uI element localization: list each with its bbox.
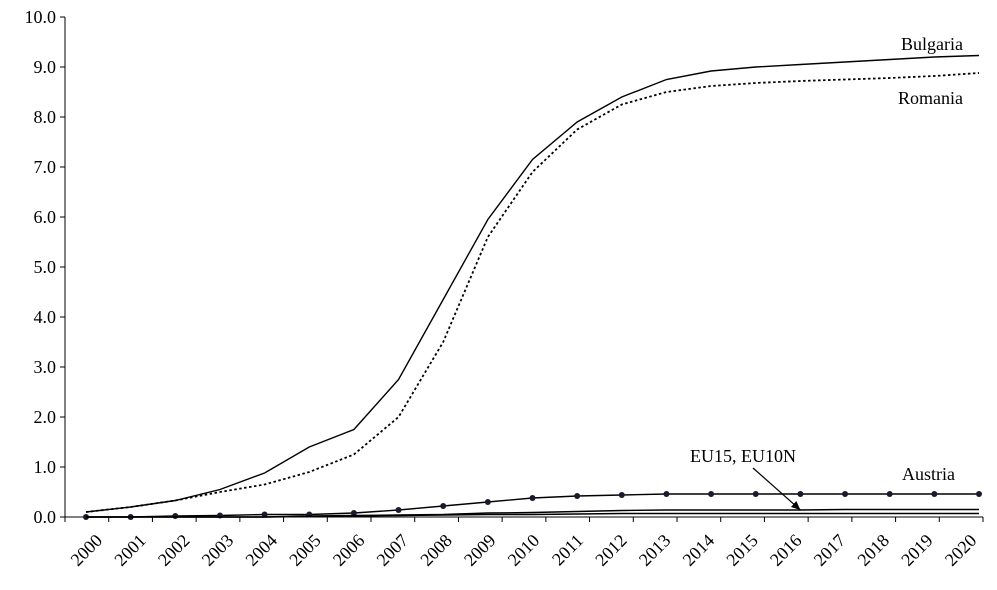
series-annotation: Austria [902, 464, 955, 484]
y-tick-label: 10.0 [25, 7, 57, 27]
x-tick-label: 2016 [766, 530, 806, 570]
y-tick-label: 2.0 [34, 407, 57, 427]
y-tick-label: 7.0 [34, 157, 57, 177]
x-tick-label: 2000 [67, 530, 107, 570]
series-point [708, 491, 715, 497]
annotation-arrowhead [791, 501, 801, 510]
annotation-arrow [752, 467, 801, 511]
x-tick-label: 2006 [329, 530, 369, 570]
series-point [931, 491, 938, 497]
x-tick-label: 2007 [373, 530, 413, 570]
x-tick-label: 2004 [241, 530, 281, 570]
x-tick-label: 2008 [416, 530, 456, 570]
series-line [85, 72, 980, 513]
x-tick-label: 2012 [591, 530, 631, 570]
y-tick-label: 9.0 [34, 57, 57, 77]
x-tick-label: 2003 [198, 530, 238, 570]
y-axis: 0.0 1.0 2.0 3.0 4.0 5.0 6.0 7.0 8.0 9.0 10.0 [25, 7, 66, 527]
x-axis: 2000 2001 2002 2003 2004 2005 2006 2007 2008 2009… [64, 516, 984, 570]
series-point [484, 499, 491, 505]
series-point [395, 507, 402, 513]
annotation-layer: Bulgaria Romania Austria EU15, EU10N [690, 34, 963, 511]
series-point [842, 491, 849, 497]
series-point [172, 513, 179, 519]
series-point [663, 491, 670, 497]
x-tick-label: 2010 [504, 530, 544, 570]
x-tick-label: 2002 [154, 530, 194, 570]
y-tick-label: 0.0 [34, 507, 57, 527]
series-point [797, 491, 804, 497]
x-tick-label: 2015 [722, 530, 762, 570]
series-line [86, 512, 979, 518]
x-tick-label: 2001 [110, 530, 150, 570]
series-point [752, 491, 759, 497]
series-point [886, 491, 893, 497]
series-layer [83, 54, 982, 520]
y-tick-label: 4.0 [34, 307, 57, 327]
series-annotation: EU15, EU10N [690, 446, 796, 466]
x-tick-label: 2017 [810, 530, 850, 570]
x-tick-label: 2013 [635, 530, 675, 570]
y-tick-label: 8.0 [34, 107, 57, 127]
x-tick-label: 2014 [679, 530, 719, 570]
series-point [261, 511, 268, 518]
y-tick-label: 3.0 [34, 357, 57, 377]
x-tick-label: 2009 [460, 530, 500, 570]
x-tick-label: 2011 [548, 530, 587, 569]
series-annotation: Bulgaria [901, 34, 963, 54]
x-tick-label: 2018 [853, 530, 893, 570]
series-point [618, 492, 625, 498]
series-point [350, 510, 357, 516]
y-tick-label: 1.0 [34, 457, 57, 477]
x-tick-label: 2019 [897, 530, 937, 570]
series-annotation: Romania [898, 88, 963, 108]
series-point [529, 495, 536, 501]
x-tick-label: 2005 [285, 530, 325, 570]
series-point [976, 491, 982, 497]
y-tick-label: 6.0 [34, 207, 57, 227]
x-tick-label: 2020 [941, 530, 981, 570]
y-tick-label: 5.0 [34, 257, 57, 277]
series-point [574, 493, 581, 499]
series-point [440, 503, 447, 509]
series-line [85, 54, 980, 513]
